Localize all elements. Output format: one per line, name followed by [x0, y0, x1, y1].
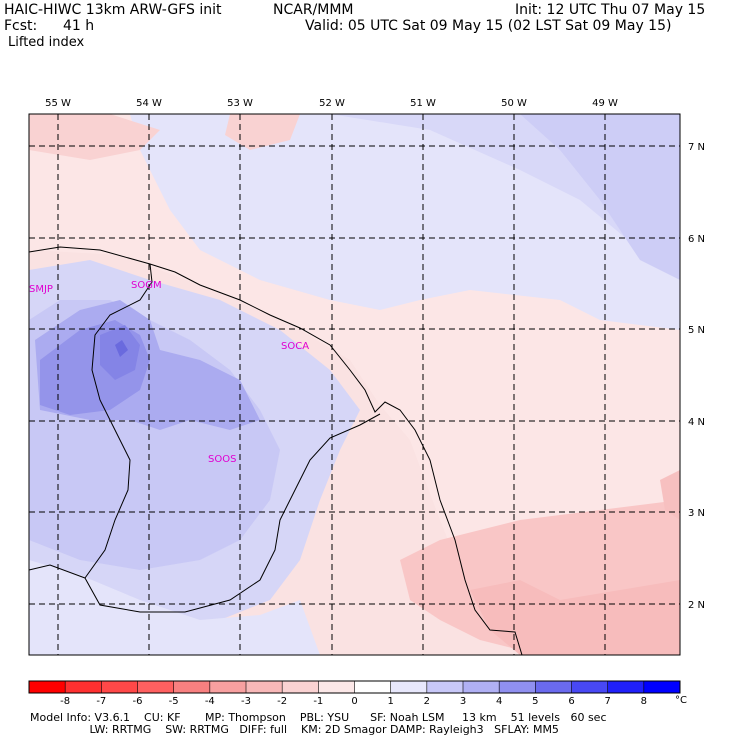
org-label: NCAR/MMM	[273, 2, 354, 18]
lon-label: 49 W	[592, 98, 618, 109]
lat-label: 2 N	[688, 600, 705, 611]
lon-label: 52 W	[319, 98, 345, 109]
colorbar-label: 1	[387, 696, 393, 707]
lat-label: 4 N	[688, 417, 705, 428]
field-name: Lifted index	[8, 35, 85, 50]
lon-tick-labels: 55 W 54 W 53 W 52 W 51 W 50 W 49 W	[45, 98, 618, 109]
init-time: Init: 12 UTC Thu 07 May 15	[515, 2, 706, 18]
coastline-borders	[28, 246, 523, 656]
colorbar-swatch	[209, 681, 247, 693]
forecast-hour: 41 h	[63, 18, 95, 34]
colorbar-swatch	[246, 681, 283, 693]
colorbar: -8 -7 -6 -5 -4 -3 -2 -1 0 1 2 3 4 5 6 7 8 °C	[28, 680, 687, 707]
colorbar-label: 7	[604, 696, 610, 707]
colorbar-unit: °C	[675, 695, 687, 706]
colorbar-swatch	[390, 681, 428, 693]
colorbar-label: 6	[568, 696, 574, 707]
colorbar-label: -6	[133, 696, 143, 707]
lat-label: 6 N	[688, 234, 705, 245]
station-labels: SMJP SOGM SOCA SOOS	[29, 280, 309, 465]
lat-label: 7 N	[688, 142, 705, 153]
lon-label: 54 W	[136, 98, 162, 109]
colorbar-swatch	[643, 681, 681, 693]
map-frame	[28, 113, 681, 656]
colorbar-swatch	[354, 681, 392, 693]
station-label: SOCA	[281, 341, 309, 352]
colorbar-label: 4	[496, 696, 502, 707]
station-label: SMJP	[29, 284, 53, 295]
colorbar-swatch	[426, 681, 464, 693]
lon-label: 55 W	[45, 98, 71, 109]
model-title: HAIC-HIWC 13km ARW-GFS init	[4, 2, 222, 18]
colorbar-label: 0	[351, 696, 357, 707]
lat-label: 5 N	[688, 325, 705, 336]
colorbar-swatch	[318, 681, 355, 693]
colorbar-swatch	[65, 681, 102, 693]
station-label: SOOS	[208, 454, 236, 465]
colorbar-label: 2	[424, 696, 430, 707]
colorbar-swatch	[571, 681, 609, 693]
colorbar-swatch	[463, 681, 500, 693]
lifted-index-field	[29, 114, 680, 655]
colorbar-label: -4	[205, 696, 215, 707]
lat-lon-grid	[29, 114, 680, 655]
colorbar-swatch	[499, 681, 536, 693]
forecast-label: Fcst:	[4, 18, 38, 34]
station-label: SOGM	[131, 280, 162, 291]
colorbar-label: 5	[532, 696, 538, 707]
colorbar-swatch	[607, 681, 645, 693]
colorbar-label: -1	[313, 696, 323, 707]
colorbar-label: -7	[96, 696, 106, 707]
model-info-line-1: Model Info: V3.6.1 CU: KF MP: Thompson P…	[30, 711, 607, 724]
colorbar-swatch	[101, 681, 138, 693]
colorbar-label: -2	[277, 696, 287, 707]
lon-label: 51 W	[410, 98, 436, 109]
colorbar-swatch	[173, 681, 211, 693]
colorbar-label: -5	[169, 696, 179, 707]
lat-label: 3 N	[688, 508, 705, 519]
valid-time: Valid: 05 UTC Sat 09 May 15 (02 LST Sat …	[305, 18, 672, 34]
colorbar-label: -3	[241, 696, 251, 707]
colorbar-label: -8	[60, 696, 70, 707]
model-info-line-2: LW: RRTMG SW: RRTMG DIFF: full KM: 2D Sm…	[30, 723, 559, 736]
lon-label: 50 W	[501, 98, 527, 109]
colorbar-swatch	[137, 681, 175, 693]
colorbar-label: 8	[641, 696, 647, 707]
lat-tick-labels: 7 N 6 N 5 N 4 N 3 N 2 N	[688, 142, 705, 611]
lon-label: 53 W	[227, 98, 253, 109]
colorbar-swatch	[29, 681, 66, 693]
colorbar-label: 3	[460, 696, 466, 707]
colorbar-swatch	[535, 681, 572, 693]
colorbar-swatch	[282, 681, 319, 693]
